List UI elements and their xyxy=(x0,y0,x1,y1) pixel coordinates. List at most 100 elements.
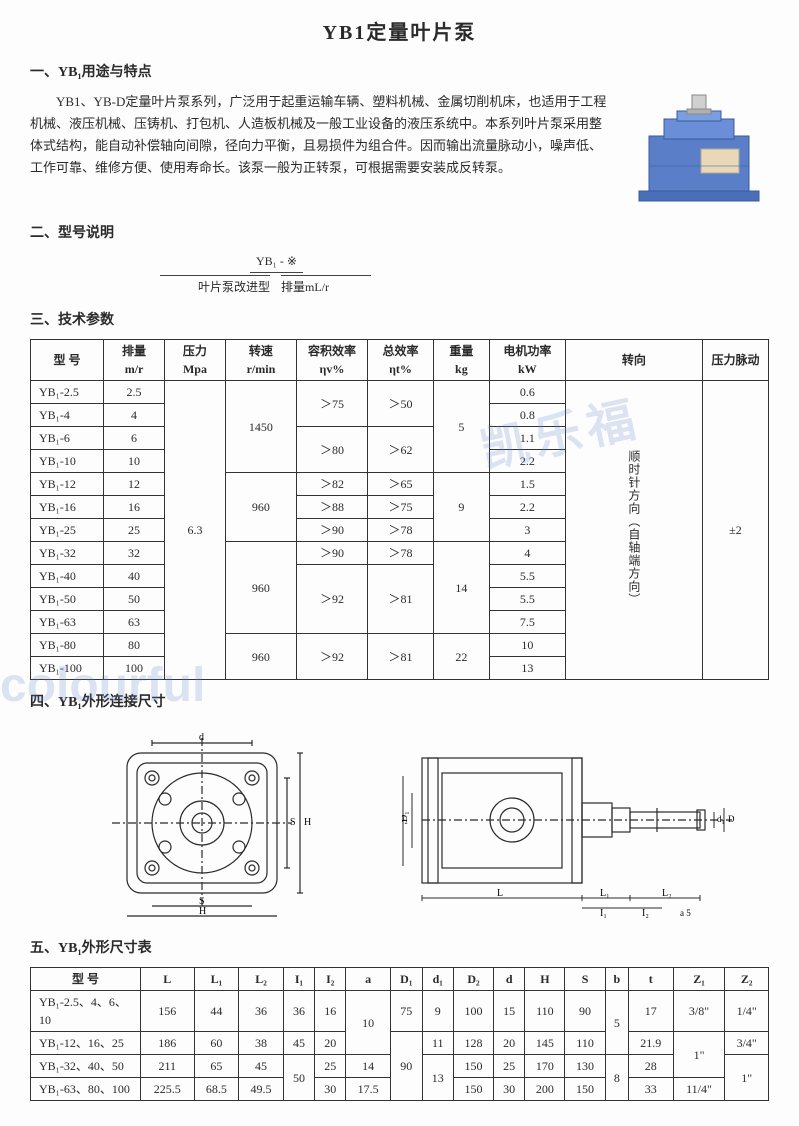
cell: 9 xyxy=(433,473,489,542)
cell: 0.6 xyxy=(489,381,565,404)
th: I₁ xyxy=(283,968,314,991)
cell: YB₁-4 xyxy=(31,404,104,427)
cell: 32 xyxy=(104,542,165,565)
cell: YB₁-40 xyxy=(31,565,104,588)
cell: 11/4" xyxy=(673,1078,725,1101)
th-ev: 容积效率 ηv% xyxy=(296,340,367,381)
cell: YB₁-80 xyxy=(31,634,104,657)
section-2-heading: 二、型号说明 xyxy=(30,223,769,244)
th-speed: 转速 r/min xyxy=(225,340,296,381)
cell: 9 xyxy=(422,991,453,1032)
cell: 130 xyxy=(565,1055,605,1078)
svg-text:I₁: I₁ xyxy=(600,908,607,918)
cell: ＞80 xyxy=(296,427,367,473)
cell: 80 xyxy=(104,634,165,657)
cell: 44 xyxy=(194,991,239,1032)
table-row: YB₁-2.5 2.5 6.3 1450 ＞75 ＞50 5 0.6 顺时针方向… xyxy=(31,381,769,404)
cell: 13 xyxy=(422,1055,453,1101)
cell: 16 xyxy=(315,991,346,1032)
cell: 100 xyxy=(104,657,165,680)
cell: 110 xyxy=(565,1032,605,1055)
cell: 150 xyxy=(453,1078,493,1101)
cell: 28 xyxy=(628,1055,673,1078)
cell: 128 xyxy=(453,1032,493,1055)
cell: 3/8" xyxy=(673,991,725,1032)
front-view-diagram: d S H S H xyxy=(87,728,317,918)
cell: 1.1 xyxy=(489,427,565,450)
cell: 25 xyxy=(104,519,165,542)
cell: 7.5 xyxy=(489,611,565,634)
cell: ＞81 xyxy=(367,634,433,680)
model-label-left: 叶片泵改进型 xyxy=(160,275,270,296)
cell: YB₁-63、80、100 xyxy=(31,1078,141,1101)
cell: 45 xyxy=(283,1032,314,1055)
th: L₂ xyxy=(239,968,284,991)
cell: ＞88 xyxy=(296,496,367,519)
th: Z₂ xyxy=(725,968,769,991)
th: b xyxy=(605,968,628,991)
cell: 4 xyxy=(104,404,165,427)
cell: 145 xyxy=(525,1032,565,1055)
cell: 20 xyxy=(315,1032,346,1055)
cell: 11 xyxy=(422,1032,453,1055)
cell: 10 xyxy=(104,450,165,473)
cell: 5 xyxy=(433,381,489,473)
svg-text:D: D xyxy=(728,814,735,824)
cell: 6 xyxy=(104,427,165,450)
cell: 45 xyxy=(239,1055,284,1078)
cell: 17 xyxy=(628,991,673,1032)
cell: 17.5 xyxy=(346,1078,391,1101)
cell: ＞90 xyxy=(296,519,367,542)
th: d₁ xyxy=(422,968,453,991)
cell: 25 xyxy=(494,1055,525,1078)
cell: 186 xyxy=(141,1032,195,1055)
cell: YB₁-32、40、50 xyxy=(31,1055,141,1078)
svg-text:L₁: L₁ xyxy=(600,888,610,899)
th: L xyxy=(141,968,195,991)
cell: 3 xyxy=(489,519,565,542)
cell: 1" xyxy=(673,1032,725,1078)
cell: ＞82 xyxy=(296,473,367,496)
cell: 10 xyxy=(489,634,565,657)
cell-pressure: 6.3 xyxy=(164,381,225,680)
cell: 100 xyxy=(453,991,493,1032)
th-rotation: 转向 xyxy=(565,340,702,381)
cell: 50 xyxy=(283,1055,314,1101)
cell: 211 xyxy=(141,1055,195,1078)
cell: ＞65 xyxy=(367,473,433,496)
table-row: YB₁-2.5、4、6、10 156 44 36 36 16 10 75 9 1… xyxy=(31,991,769,1032)
cell: 3/4" xyxy=(725,1032,769,1055)
cell: 5 xyxy=(605,991,628,1055)
pump-photo xyxy=(629,91,769,211)
th: S xyxy=(565,968,605,991)
cell: YB₁-2.5、4、6、10 xyxy=(31,991,141,1032)
th: Z₁ xyxy=(673,968,725,991)
cell: YB₁-2.5 xyxy=(31,381,104,404)
cell: 21.9 xyxy=(628,1032,673,1055)
svg-text:a 5: a 5 xyxy=(680,908,691,918)
cell: 8 xyxy=(605,1055,628,1101)
cell: 16 xyxy=(104,496,165,519)
cell: 2.5 xyxy=(104,381,165,404)
cell: 960 xyxy=(225,473,296,542)
cell: ＞81 xyxy=(367,565,433,634)
svg-text:d₁: d₁ xyxy=(717,814,725,824)
table-header-row: 型 号 排量 m/r 压力 Mpa 转速 r/min 容积效率 ηv% 总效率 … xyxy=(31,340,769,381)
cell: YB₁-32 xyxy=(31,542,104,565)
cell: 1.5 xyxy=(489,473,565,496)
cell: 5.5 xyxy=(489,588,565,611)
cell: ＞92 xyxy=(296,565,367,634)
th-pressure: 压力 Mpa xyxy=(164,340,225,381)
th: t xyxy=(628,968,673,991)
cell: 30 xyxy=(315,1078,346,1101)
intro-paragraph: YB1、YB-D定量叶片泵系列，广泛用于起重运输车辆、塑料机械、金属切削机床，也… xyxy=(30,91,611,179)
th: D₁ xyxy=(390,968,422,991)
svg-text:H: H xyxy=(199,906,206,917)
th-disp: 排量 m/r xyxy=(104,340,165,381)
section-1-heading: 一、YB₁用途与特点 xyxy=(30,62,769,83)
th: H xyxy=(525,968,565,991)
cell: 960 xyxy=(225,634,296,680)
cell: 60 xyxy=(194,1032,239,1055)
cell: YB₁-12、16、25 xyxy=(31,1032,141,1055)
cell: ＞78 xyxy=(367,542,433,565)
